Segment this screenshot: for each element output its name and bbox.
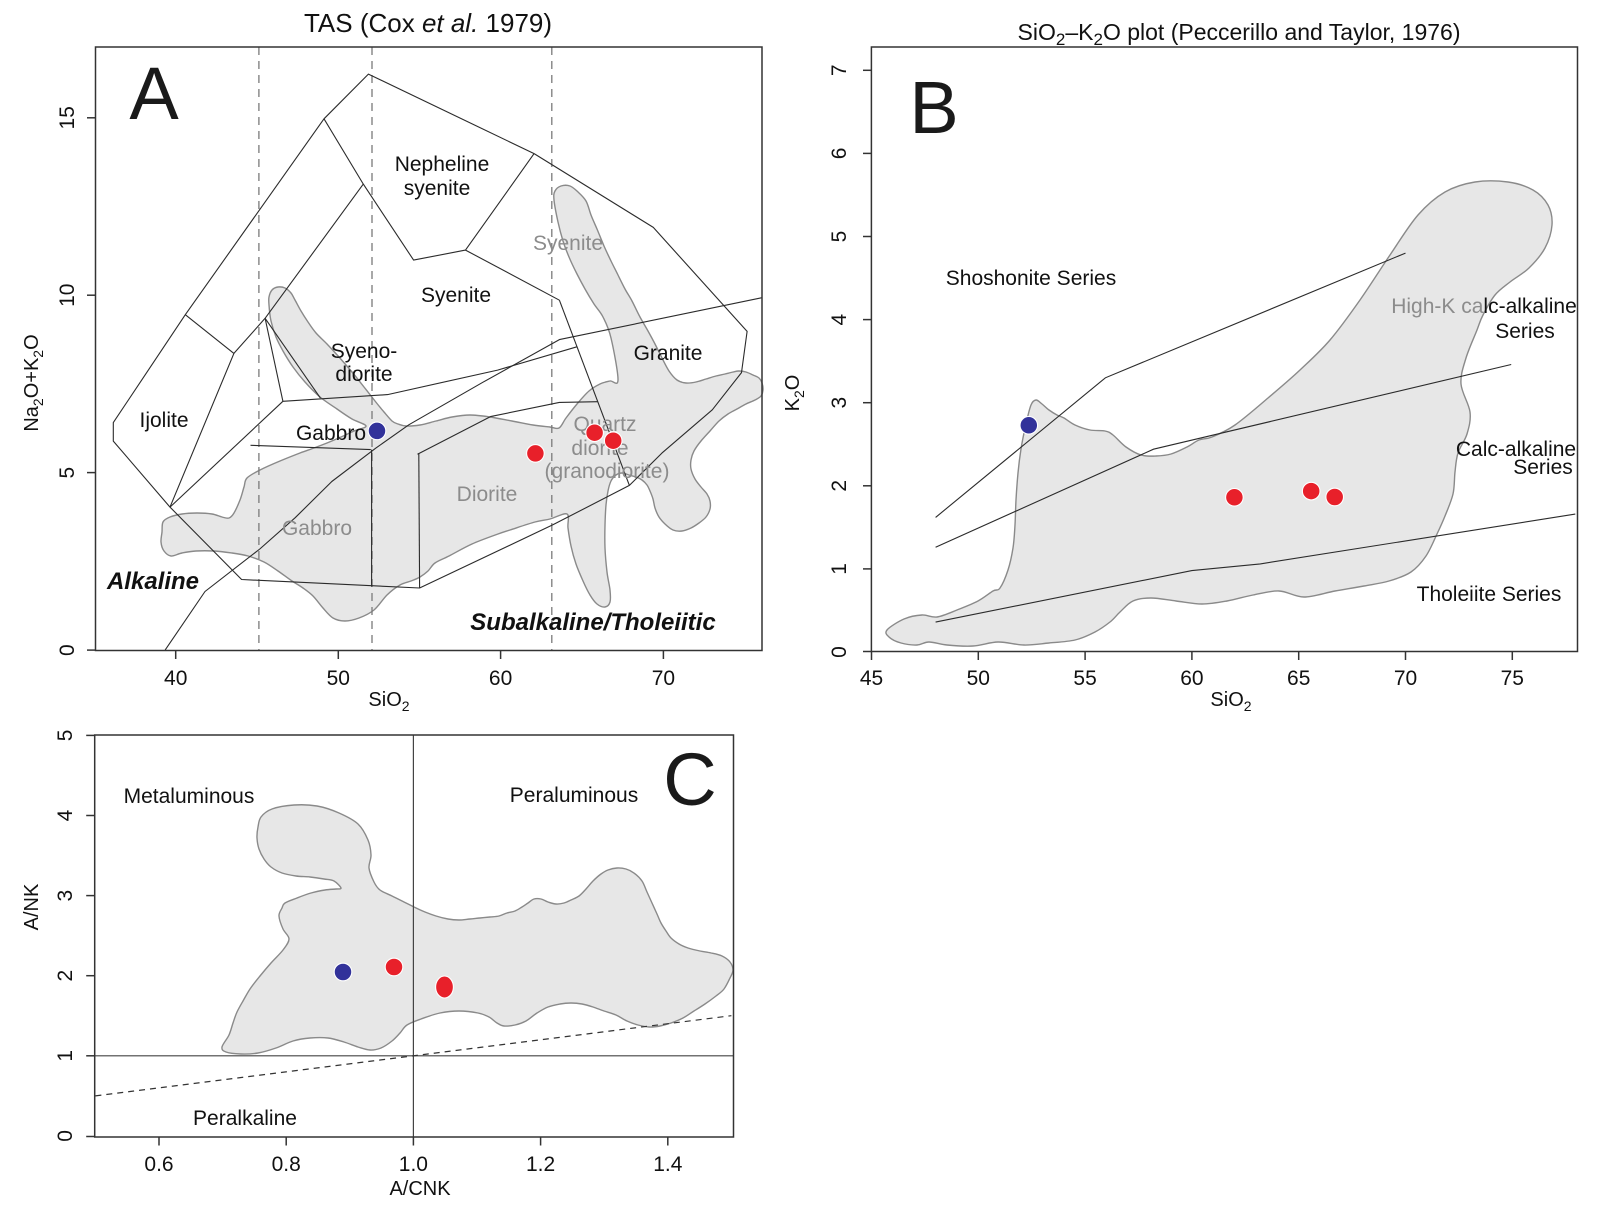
svg-text:0: 0 <box>828 646 851 658</box>
svg-text:3: 3 <box>54 890 77 902</box>
svg-text:60: 60 <box>489 667 512 690</box>
svg-text:70: 70 <box>652 667 675 690</box>
svg-text:2: 2 <box>828 480 851 492</box>
svg-text:Gabbro: Gabbro <box>282 517 352 540</box>
svg-text:50: 50 <box>327 667 350 690</box>
svg-text:Series: Series <box>1513 456 1573 479</box>
svg-text:60: 60 <box>1180 667 1203 690</box>
svg-text:0.8: 0.8 <box>272 1153 301 1176</box>
svg-text:A/NK: A/NK <box>21 883 43 930</box>
svg-text:Shoshonite Series: Shoshonite Series <box>946 267 1116 290</box>
svg-text:Subalkaline/Tholeiitic: Subalkaline/Tholeiitic <box>470 609 715 636</box>
svg-text:4: 4 <box>54 809 77 821</box>
svg-text:5: 5 <box>56 467 79 479</box>
svg-text:Syenite: Syenite <box>533 232 603 255</box>
svg-text:1: 1 <box>828 563 851 575</box>
svg-text:50: 50 <box>967 667 990 690</box>
svg-text:0: 0 <box>56 644 79 656</box>
svg-text:SiO2–K2O plot (Peccerillo and: SiO2–K2O plot (Peccerillo and Taylor, 19… <box>1018 19 1461 49</box>
svg-text:2: 2 <box>54 970 77 982</box>
svg-text:Peralkaline: Peralkaline <box>193 1107 297 1130</box>
svg-text:1.4: 1.4 <box>653 1153 683 1176</box>
svg-text:B: B <box>909 66 958 149</box>
svg-text:syenite: syenite <box>404 177 471 200</box>
svg-text:55: 55 <box>1073 667 1096 690</box>
svg-text:1.0: 1.0 <box>399 1153 428 1176</box>
svg-text:Quartz: Quartz <box>573 413 636 436</box>
svg-text:Series: Series <box>1495 320 1555 343</box>
svg-text:40: 40 <box>164 667 187 690</box>
svg-text:4: 4 <box>828 313 851 325</box>
svg-text:45: 45 <box>860 667 883 690</box>
svg-text:Metaluminous: Metaluminous <box>124 785 255 808</box>
svg-text:15: 15 <box>56 106 79 129</box>
svg-text:0.6: 0.6 <box>144 1153 173 1176</box>
svg-text:0: 0 <box>54 1130 77 1142</box>
svg-text:70: 70 <box>1394 667 1417 690</box>
svg-text:5: 5 <box>828 231 851 243</box>
svg-text:Syenite: Syenite <box>421 284 491 307</box>
svg-text:Granite: Granite <box>634 342 703 365</box>
svg-text:3: 3 <box>828 397 851 409</box>
svg-text:Gabbro: Gabbro <box>296 422 366 445</box>
svg-text:1: 1 <box>54 1050 77 1062</box>
svg-text:Alkaline: Alkaline <box>106 568 199 595</box>
svg-text:10: 10 <box>56 284 79 307</box>
svg-text:C: C <box>663 738 716 821</box>
svg-text:diorite: diorite <box>335 363 392 386</box>
svg-text:Diorite: Diorite <box>457 483 518 506</box>
svg-text:5: 5 <box>54 730 77 742</box>
svg-text:Ijolite: Ijolite <box>139 409 188 432</box>
svg-text:1.2: 1.2 <box>526 1153 555 1176</box>
svg-text:75: 75 <box>1501 667 1524 690</box>
svg-text:6: 6 <box>828 148 851 160</box>
svg-text:Syeno-: Syeno- <box>331 340 398 363</box>
svg-text:Na2O+K2O: Na2O+K2O <box>21 334 46 431</box>
svg-text:A: A <box>129 52 179 135</box>
svg-text:Nepheline: Nepheline <box>395 153 490 176</box>
svg-text:(granodiorite): (granodiorite) <box>545 460 670 483</box>
svg-text:65: 65 <box>1287 667 1310 690</box>
svg-text:A/CNK: A/CNK <box>389 1178 451 1200</box>
svg-text:TAS (Cox et al. 1979): TAS (Cox et al. 1979) <box>304 8 552 38</box>
svg-text:Calc-alkaline: Calc-alkaline <box>1456 438 1576 461</box>
svg-text:Peraluminous: Peraluminous <box>510 784 638 807</box>
svg-text:7: 7 <box>828 64 851 76</box>
svg-text:High-K calc-alkaline: High-K calc-alkaline <box>1391 295 1577 318</box>
svg-text:Tholeiite Series: Tholeiite Series <box>1417 583 1562 606</box>
